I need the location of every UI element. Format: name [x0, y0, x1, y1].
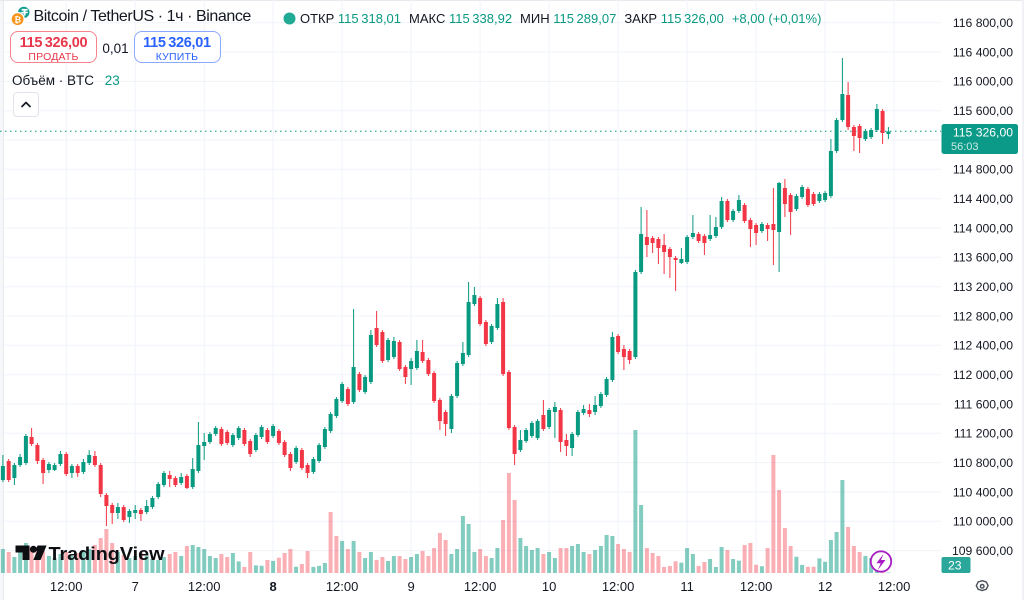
svg-text:116 400,00: 116 400,00 — [953, 45, 1013, 59]
svg-text:113 600,00: 113 600,00 — [953, 251, 1013, 265]
svg-text:116 000,00: 116 000,00 — [953, 75, 1013, 89]
svg-text:110 400,00: 110 400,00 — [953, 485, 1013, 499]
svg-text:114 400,00: 114 400,00 — [953, 192, 1013, 206]
svg-text:12:00: 12:00 — [602, 579, 635, 594]
svg-text:114 800,00: 114 800,00 — [953, 163, 1013, 177]
svg-text:56:03: 56:03 — [951, 141, 979, 153]
svg-text:114 000,00: 114 000,00 — [953, 221, 1013, 235]
svg-text:109 600,00: 109 600,00 — [952, 544, 1013, 558]
svg-text:116 800,00: 116 800,00 — [953, 16, 1013, 30]
svg-text:12:00: 12:00 — [326, 579, 359, 594]
svg-text:112 000,00: 112 000,00 — [953, 368, 1013, 382]
svg-text:₿: ₿ — [14, 15, 21, 25]
svg-text:TradingView: TradingView — [49, 543, 166, 564]
svg-text:12:00: 12:00 — [740, 579, 773, 594]
svg-text:111 600,00: 111 600,00 — [954, 397, 1013, 411]
svg-text:112 800,00: 112 800,00 — [953, 309, 1013, 323]
svg-text:112 400,00: 112 400,00 — [953, 339, 1013, 353]
svg-text:12:00: 12:00 — [50, 579, 83, 594]
svg-text:11: 11 — [680, 579, 694, 594]
svg-text:110 000,00: 110 000,00 — [953, 515, 1013, 529]
svg-text:110 800,00: 110 800,00 — [953, 456, 1013, 470]
svg-text:23: 23 — [948, 559, 962, 573]
svg-text:12: 12 — [818, 579, 832, 594]
svg-text:12:00: 12:00 — [464, 579, 497, 594]
svg-text:9: 9 — [407, 579, 414, 594]
svg-text:12:00: 12:00 — [878, 579, 911, 594]
svg-text:8: 8 — [269, 579, 276, 594]
svg-text:10: 10 — [542, 579, 556, 594]
svg-text:111 200,00: 111 200,00 — [954, 427, 1013, 441]
svg-text:12:00: 12:00 — [188, 579, 221, 594]
svg-text:115 600,00: 115 600,00 — [953, 104, 1013, 118]
svg-text:115 326,00: 115 326,00 — [953, 126, 1013, 140]
svg-text:7: 7 — [132, 579, 139, 594]
svg-text:113 200,00: 113 200,00 — [953, 280, 1013, 294]
